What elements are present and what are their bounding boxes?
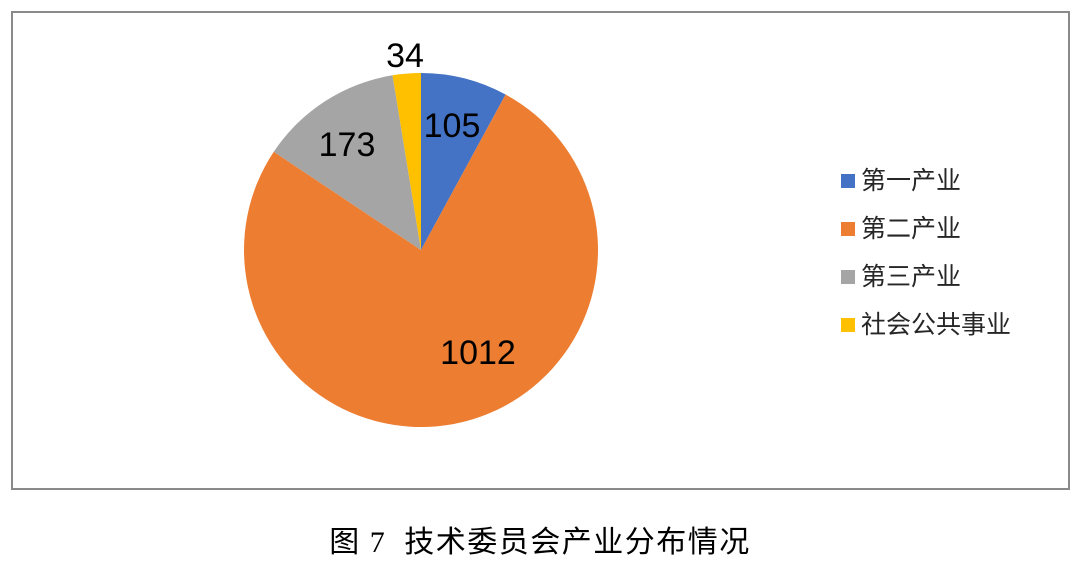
pie-slice-0-第一产业[interactable] xyxy=(421,73,506,250)
legend-item-secondary-industry[interactable]: 第二产业 xyxy=(841,214,1011,244)
data-label-primary-industry: 105 xyxy=(423,107,481,145)
data-label-tertiary-industry: 173 xyxy=(318,126,376,164)
data-label-social-public-utilities: 34 xyxy=(386,37,424,75)
data-label-secondary-industry: 1012 xyxy=(440,334,516,372)
pie-slice-2-第三产业[interactable] xyxy=(273,75,421,250)
legend-item-label: 第三产业 xyxy=(861,263,962,291)
legend-item-label: 第一产业 xyxy=(861,167,962,195)
legend: 第一产业 第二产业 第三产业 社会公共事业 xyxy=(841,166,1011,340)
legend-swatch-icon xyxy=(841,270,855,284)
legend-item-primary-industry[interactable]: 第一产业 xyxy=(841,166,1011,196)
legend-item-label: 社会公共事业 xyxy=(861,311,1012,339)
legend-item-tertiary-industry[interactable]: 第三产业 xyxy=(841,262,1011,292)
legend-swatch-icon xyxy=(841,174,855,188)
legend-swatch-icon xyxy=(841,318,855,332)
legend-item-social-public-utilities[interactable]: 社会公共事业 xyxy=(841,310,1011,340)
legend-item-label: 第二产业 xyxy=(861,215,962,243)
figure-caption: 图 7 技术委员会产业分布情况 xyxy=(329,526,751,559)
legend-swatch-icon xyxy=(841,222,855,236)
pie-slice-1-第二产业[interactable] xyxy=(243,94,598,427)
pie-slice-3-社会公共事业[interactable] xyxy=(392,73,421,250)
